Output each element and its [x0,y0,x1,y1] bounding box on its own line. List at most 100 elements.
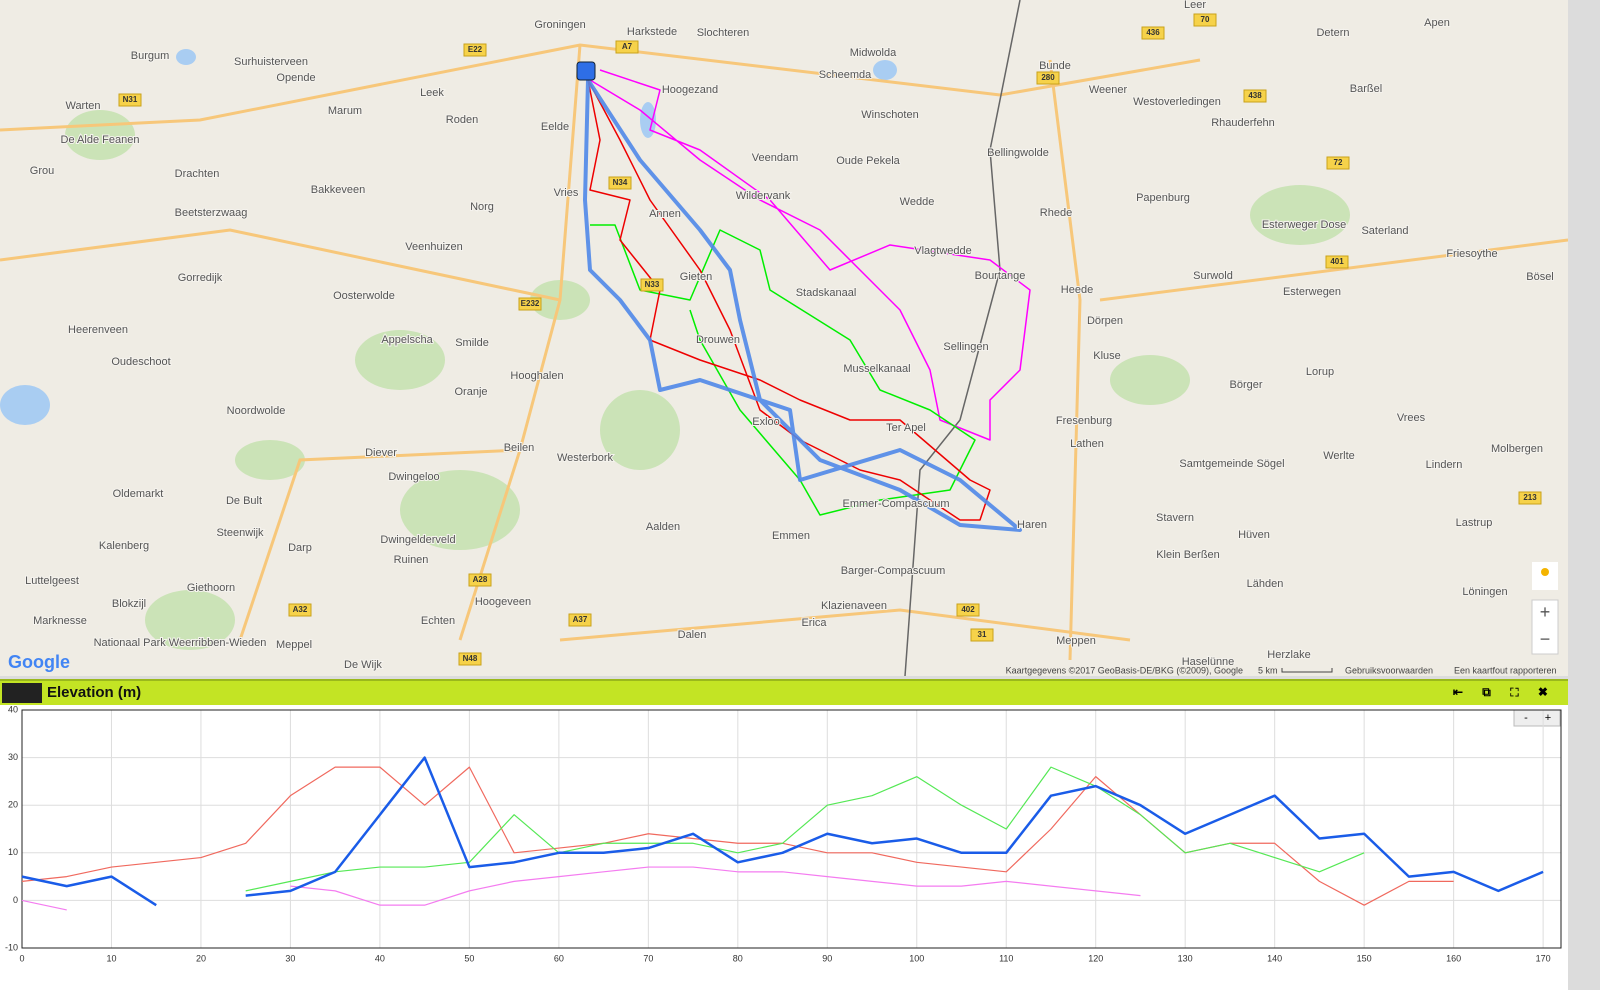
place-label: Kluse [1093,350,1121,362]
place-label: Echten [421,615,455,627]
scale-bar [1281,668,1333,673]
place-label: Marum [328,105,362,117]
road-label: 72 [1334,158,1343,167]
pegman-icon [1541,568,1549,576]
x-tick-label: 130 [1178,953,1193,963]
zoom-controls [1531,599,1559,655]
road-label: E22 [468,45,483,54]
place-label: Dörpen [1087,315,1123,327]
place-label: Esterwegen [1283,286,1341,298]
place-label: Vrees [1397,412,1426,424]
place-label: Dalen [678,629,707,641]
place-label: Barger-Compascuum [841,565,946,577]
scale-label: 5 km [1258,665,1278,675]
elevation-line [245,766,1365,892]
place-label: Diever [365,447,397,459]
place-label: Appelscha [381,334,433,346]
road-label: A37 [573,615,588,624]
x-tick-label: 150 [1357,953,1372,963]
road-label: 213 [1523,493,1537,502]
place-label: Darp [288,542,312,554]
place-label: Hoogeveen [475,596,531,608]
place-label: Emmen [772,530,810,542]
plot-frame [21,709,1562,949]
zoom-in[interactable]: + [1540,602,1551,622]
x-tick-label: 10 [106,953,116,963]
x-tick-label: 70 [643,953,653,963]
y-tick-label: 10 [8,847,18,857]
place-label: De Bult [226,495,262,507]
road-label: E232 [521,299,540,308]
place-label: Grou [30,165,54,177]
place-label: Slochteren [697,27,750,39]
place-label: Stadskanaal [796,287,857,299]
place-label: Noordwolde [227,405,286,417]
x-tick-label: 0 [19,953,24,963]
road-label: A7 [622,42,633,51]
place-label: De Alde Feanen [61,134,140,146]
start-marker[interactable] [576,61,596,81]
place-label: Surhuisterveen [234,56,308,68]
place-label: Börger [1229,379,1262,391]
terms-link[interactable]: Gebruiksvoorwaarden [1345,665,1433,675]
google-logo: Google [8,652,70,672]
water [0,49,897,425]
place-label: Heede [1061,284,1093,296]
place-label: Meppel [276,639,312,651]
place-label: Norg [470,201,494,213]
road-label: A28 [473,575,488,584]
place-label: Saterland [1361,225,1408,237]
place-label: Bösel [1526,271,1554,283]
map[interactable]: Groningen Harkstede Slochteren Midwolda Bund… [0,0,1568,676]
place-label: Bunde [1039,60,1071,72]
road-label: 402 [961,605,975,614]
road-label: N33 [645,280,660,289]
place-label: Rhauderfehn [1211,117,1275,129]
settings-button[interactable] [2,683,42,703]
panel-header: Elevation (m) ⇤ ⧉ ⛶ ✖ [0,679,1568,705]
zoom-out[interactable]: − [1540,629,1551,649]
report-link[interactable]: Een kaartfout rapporteren [1454,665,1557,675]
x-tick-label: 90 [822,953,832,963]
road-label: A32 [293,605,308,614]
road-shields: E22 A7 N31 N33 N34 E232 A28 A32 A37 31 70 402 N48 280… [118,13,1542,666]
place-label: Vries [554,187,579,199]
place-label: Harkstede [627,26,677,38]
place-label: Blokzijl [112,598,146,610]
panel-controls[interactable]: ⇤ ⧉ ⛶ ✖ [1452,685,1556,699]
place-label: Detern [1316,27,1349,39]
place-label: Beilen [504,442,535,454]
road-shield [568,613,592,627]
place-label: Ter Apel [886,422,926,434]
place-label: Veenhuizen [405,241,463,253]
x-tick-label: 80 [733,953,743,963]
place-label: Surwold [1193,270,1233,282]
place-label: Oudeschoot [111,356,170,368]
routes [583,69,1031,532]
x-tick-label: 50 [464,953,474,963]
place-label: Gieten [680,271,712,283]
place-label: Bellingwolde [987,147,1049,159]
road-label: 401 [1330,257,1344,266]
x-tick-label: 140 [1267,953,1282,963]
road-label: 436 [1146,28,1160,37]
road-shield [288,603,312,617]
x-tick-label: 120 [1088,953,1103,963]
place-label: Lastrup [1456,517,1493,529]
place-label: Opende [276,72,315,84]
place-label: Veendam [752,152,798,164]
place-label: Burgum [131,50,170,62]
place-label: Apen [1424,17,1450,29]
x-tick-label: 40 [375,953,385,963]
place-label: Oldemarkt [113,488,164,500]
place-label: Barßel [1350,83,1382,95]
place-label: Erica [801,617,827,629]
place-label: Leek [420,87,444,99]
road-shield [608,176,632,190]
chart-zoom-in[interactable]: + [1545,712,1551,724]
place-label: Midwolda [850,47,897,59]
road-shield [615,40,639,54]
chart-zoom-out[interactable]: - [1524,712,1528,724]
